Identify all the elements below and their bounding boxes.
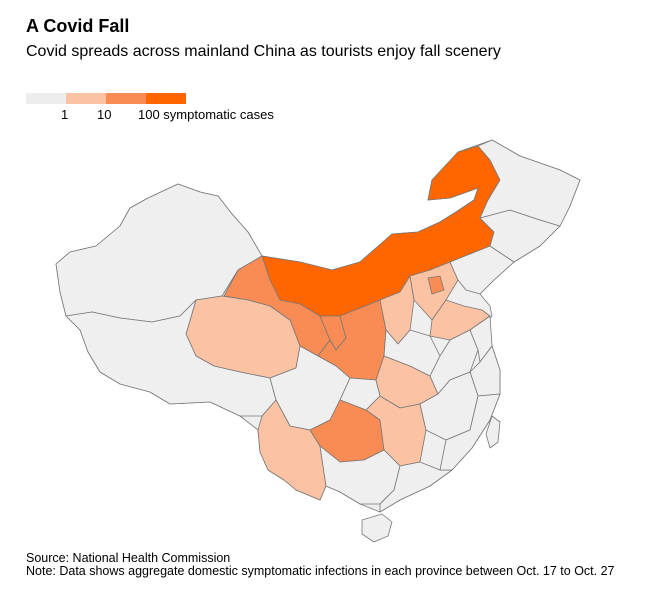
province-beijing [427,275,445,295]
legend-swatch-1 [66,93,106,104]
legend-swatch-3 [146,93,186,104]
hainan-island [361,513,393,543]
chart-subtitle: Covid spreads across mainland China as t… [26,43,501,60]
legend-label-1: 1 [61,107,69,122]
province-liaoning [449,245,515,295]
province-guangdong [379,461,453,513]
province-yunnan [257,399,327,501]
legend: 1 10 100 symptomatic cases [26,93,274,122]
data-note: Note: Data shows aggregate domestic symp… [26,564,615,578]
source-note: Source: National Health Commission [26,551,231,565]
province-heilongjiang [477,139,581,227]
province-fujian [439,393,501,471]
legend-swatch-2 [106,93,146,104]
chart-title: A Covid Fall [26,16,130,36]
legend-label-100: 100 symptomatic cases [138,107,274,122]
legend-swatch-0 [26,93,66,104]
legend-color-bar [26,93,186,104]
taiwan-island [485,415,501,449]
legend-label-10: 10 [97,107,112,122]
footer: Source: National Health Commission Note:… [26,552,626,578]
